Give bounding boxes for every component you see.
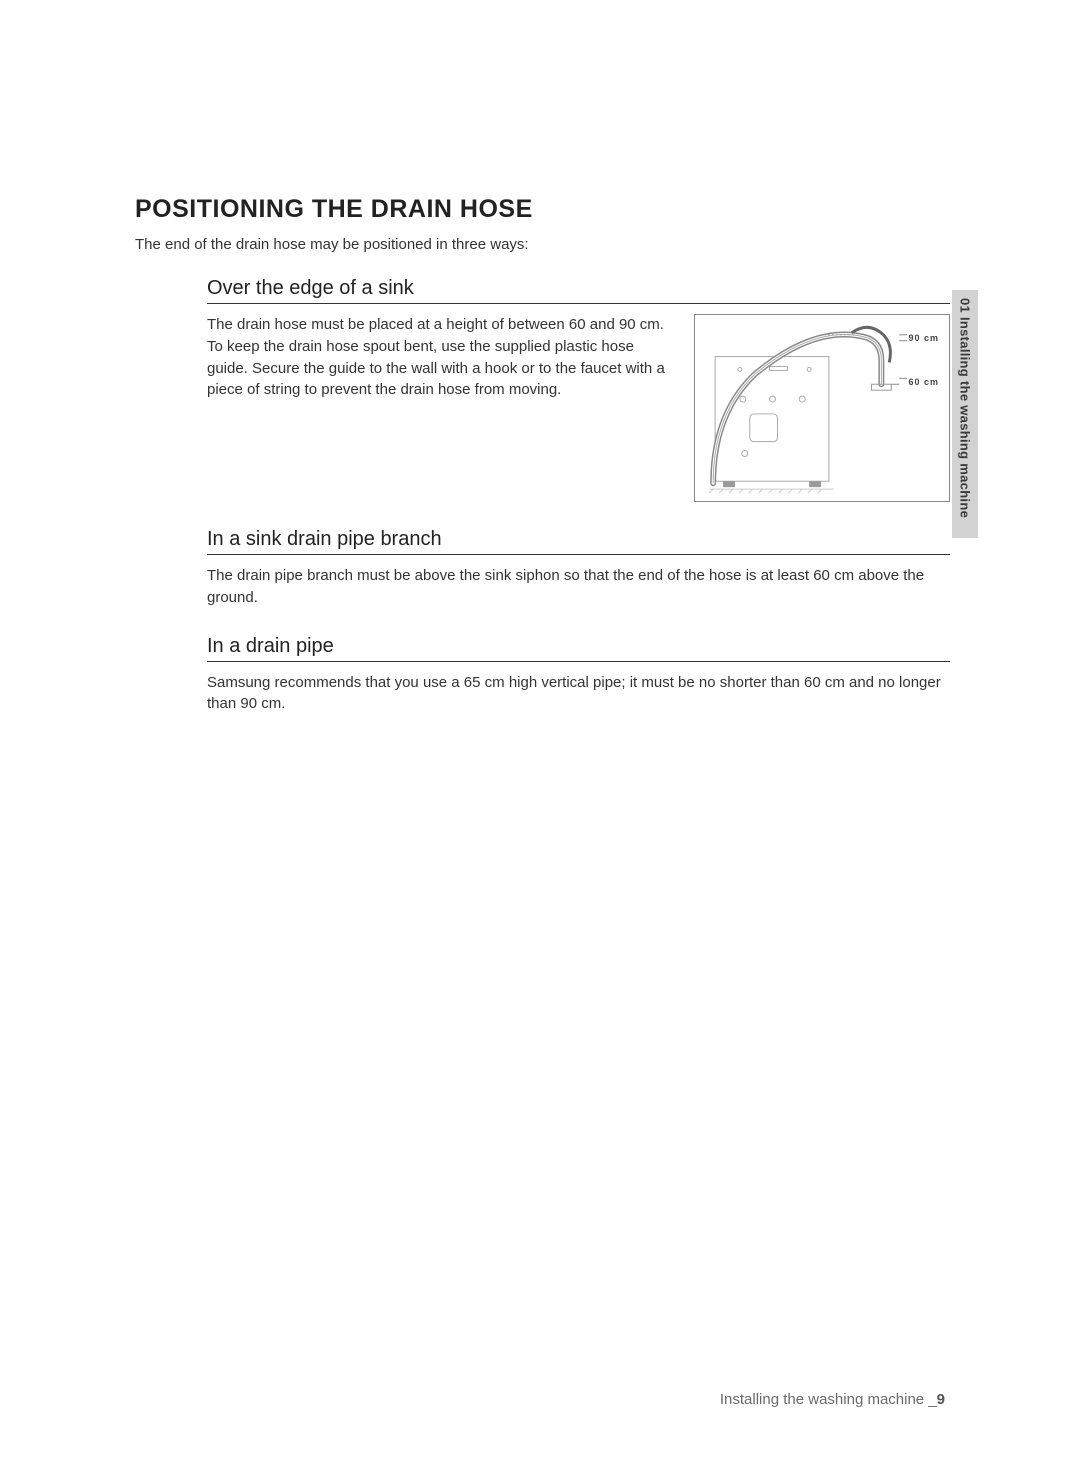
chapter-tab: 01 Installing the washing machine [952, 290, 978, 538]
page-container: POSITIONING THE DRAIN HOSE The end of th… [0, 0, 1080, 1483]
footer-text: Installing the washing machine _ [720, 1391, 937, 1408]
body-sink-edge: The drain hose must be placed at a heigh… [207, 314, 678, 502]
body-pipe: Samsung recommends that you use a 65 cm … [207, 672, 950, 716]
drain-hose-diagram: 90 cm 60 cm [694, 314, 950, 502]
body-branch: The drain pipe branch must be above the … [207, 565, 950, 609]
chapter-tab-label: 01 Installing the washing machine [958, 298, 973, 518]
main-heading: POSITIONING THE DRAIN HOSE [135, 195, 950, 224]
section-row: The drain hose must be placed at a heigh… [207, 314, 950, 502]
diagram-label-60cm: 60 cm [908, 377, 939, 387]
section-branch: In a sink drain pipe branch The drain pi… [207, 528, 950, 609]
diagram-label-90cm: 90 cm [908, 333, 939, 343]
page-number: 9 [937, 1391, 945, 1408]
intro-text: The end of the drain hose may be positio… [135, 236, 950, 253]
subheading-pipe: In a drain pipe [207, 635, 950, 662]
section-sink-edge: Over the edge of a sink The drain hose m… [207, 277, 950, 502]
page-footer: Installing the washing machine _9 [720, 1391, 945, 1408]
section-pipe: In a drain pipe Samsung recommends that … [207, 635, 950, 716]
subheading-sink-edge: Over the edge of a sink [207, 277, 950, 304]
subheading-branch: In a sink drain pipe branch [207, 528, 950, 555]
